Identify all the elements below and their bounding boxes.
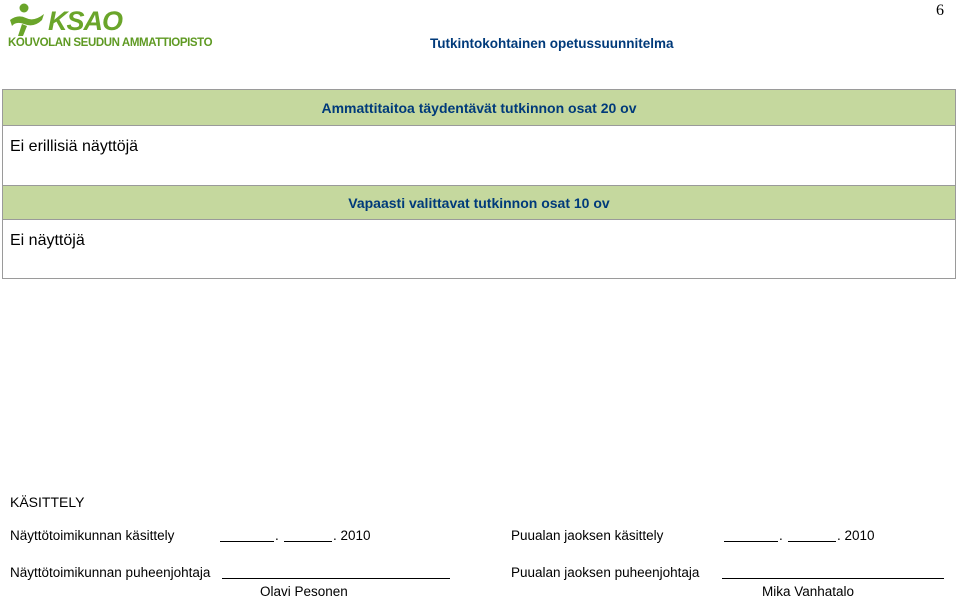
section-header-supplementary: Ammattitaitoa täydentävät tutkinnon osat… <box>3 90 955 126</box>
committee-date-dot: . <box>275 528 279 543</box>
committee-date-year: . 2010 <box>333 528 371 543</box>
section-text-supplementary: Ei erillisiä näyttöjä <box>10 138 139 155</box>
section-date-day-line <box>724 541 778 542</box>
committee-processing-label: Näyttötoimikunnan käsittely <box>10 528 175 543</box>
section-date-year: . 2010 <box>837 528 875 543</box>
processing-heading: KÄSITTELY <box>10 494 85 510</box>
document-title: Tutkintokohtainen opetussuunnitelma <box>430 36 674 51</box>
section-header-elective: Vapaasti valittavat tutkinnon osat 10 ov <box>3 185 955 220</box>
committee-chair-signature-line <box>222 578 450 579</box>
section-date-month-line <box>788 541 836 542</box>
section-date-dot: . <box>779 528 783 543</box>
logo-sub-text: KOUVOLAN SEUDUN AMMATTIOPISTO <box>8 37 213 49</box>
section-text-elective: Ei näyttöjä <box>10 232 85 249</box>
committee-date-month-line <box>284 541 332 542</box>
committee-chair-label: Näyttötoimikunnan puheenjohtaja <box>10 565 211 580</box>
logo-main-text: KSAO <box>48 6 123 36</box>
committee-date-day-line <box>220 541 274 542</box>
section-chair-label: Puualan jaoksen puheenjohtaja <box>511 565 700 580</box>
curriculum-table: Ammattitaitoa täydentävät tutkinnon osat… <box>2 89 956 279</box>
page-number: 6 <box>936 2 944 19</box>
section-processing-label: Puualan jaoksen käsittely <box>511 528 664 543</box>
logo-figure-icon <box>10 3 44 36</box>
section-chair-name: Mika Vanhatalo <box>762 584 855 599</box>
ksao-logo: KSAO KOUVOLAN SEUDUN AMMATTIOPISTO <box>8 2 248 52</box>
committee-chair-name: Olavi Pesonen <box>260 584 348 599</box>
section-chair-signature-line <box>722 578 944 579</box>
